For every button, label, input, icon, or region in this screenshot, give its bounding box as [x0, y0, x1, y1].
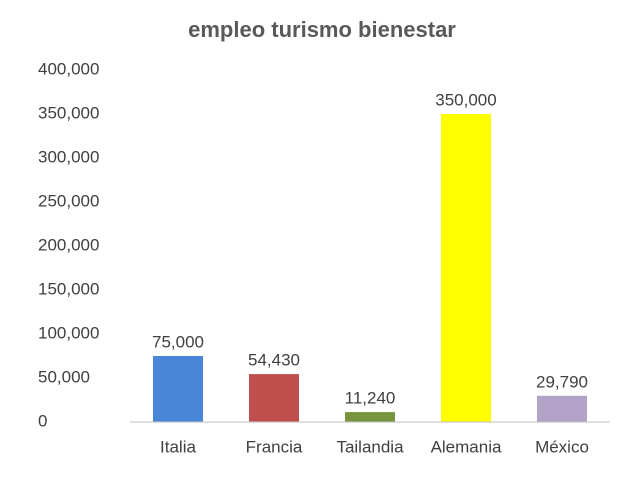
data-label: 350,000	[435, 90, 496, 109]
data-label: 54,430	[248, 351, 300, 370]
x-tick-label: México	[535, 437, 589, 456]
bar	[441, 114, 491, 422]
y-tick-label: 50,000	[38, 367, 90, 386]
y-tick-label: 100,000	[38, 323, 99, 342]
y-tick-label: 200,000	[38, 235, 99, 254]
y-tick-label: 350,000	[38, 103, 99, 122]
data-label: 11,240	[345, 389, 396, 408]
x-tick-label: Francia	[246, 437, 303, 456]
x-tick-label: Italia	[160, 437, 196, 456]
x-tick-label: Tailandia	[336, 437, 404, 456]
x-tick-label: Alemania	[431, 437, 502, 456]
y-tick-label: 250,000	[38, 191, 99, 210]
bar	[249, 374, 299, 422]
bar	[537, 395, 587, 422]
data-label: 75,000	[152, 332, 204, 351]
y-tick-label: 0	[38, 411, 47, 430]
y-tick-label: 400,000	[38, 59, 99, 78]
bar	[345, 412, 395, 422]
y-tick-label: 150,000	[38, 279, 99, 298]
bar	[153, 356, 203, 422]
chart-title: empleo turismo bienestar	[188, 17, 456, 42]
y-tick-label: 300,000	[38, 147, 99, 166]
data-label: 29,790	[536, 372, 588, 391]
